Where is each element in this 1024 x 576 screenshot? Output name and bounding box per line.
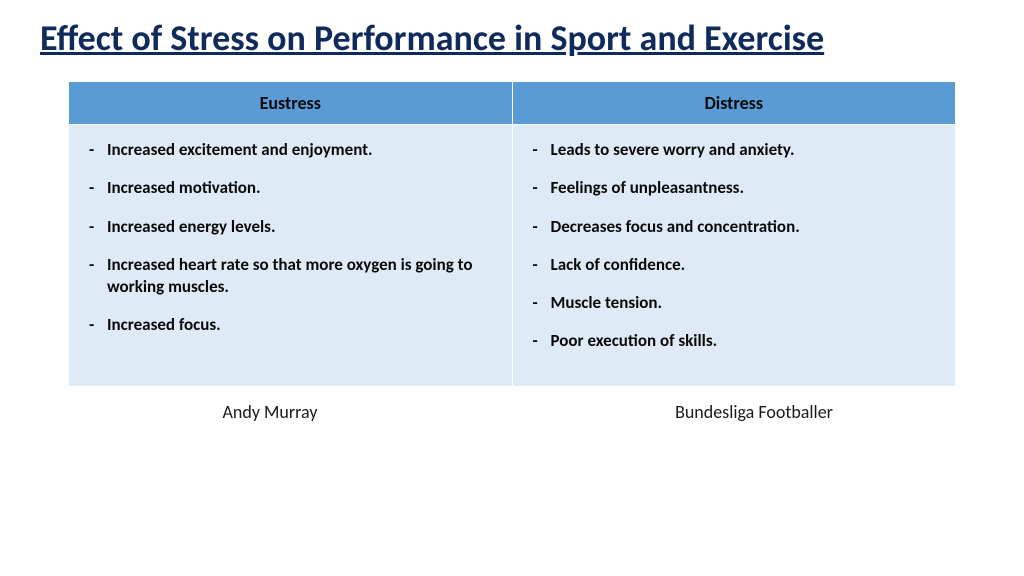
stress-comparison-table: Eustress Distress Increased excitement a… [68, 81, 956, 387]
list-item: Leads to severe worry and anxiety. [523, 139, 946, 161]
table-row: Increased excitement and enjoyment. Incr… [69, 125, 956, 387]
list-item: Poor execution of skills. [523, 330, 946, 352]
list-item: Feelings of unpleasantness. [523, 177, 946, 199]
list-item: Increased excitement and enjoyment. [79, 139, 502, 161]
footer-right-caption: Bundesliga Footballer [512, 401, 956, 423]
column-header-eustress: Eustress [69, 82, 513, 125]
list-item: Increased motivation. [79, 177, 502, 199]
list-item: Decreases focus and concentration. [523, 216, 946, 238]
list-item: Muscle tension. [523, 292, 946, 314]
eustress-list: Increased excitement and enjoyment. Incr… [79, 139, 502, 336]
distress-list: Leads to severe worry and anxiety. Feeli… [523, 139, 946, 352]
list-item: Increased heart rate so that more oxygen… [79, 254, 502, 298]
distress-cell: Leads to severe worry and anxiety. Feeli… [512, 125, 956, 387]
footer-left-caption: Andy Murray [68, 401, 512, 423]
column-header-distress: Distress [512, 82, 956, 125]
list-item: Lack of confidence. [523, 254, 946, 276]
list-item: Increased energy levels. [79, 216, 502, 238]
footer-captions: Andy Murray Bundesliga Footballer [68, 401, 956, 423]
eustress-cell: Increased excitement and enjoyment. Incr… [69, 125, 513, 387]
list-item: Increased focus. [79, 314, 502, 336]
page-title: Effect of Stress on Performance in Sport… [40, 18, 984, 59]
